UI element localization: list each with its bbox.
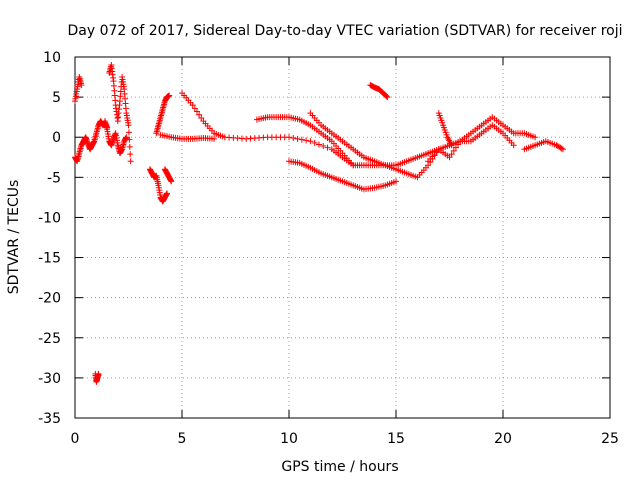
series-arc-n	[367, 82, 391, 101]
y-tick-label: -5	[47, 170, 61, 186]
data-point	[189, 102, 196, 109]
series-arc-b	[72, 74, 85, 105]
series-arc-q	[435, 110, 455, 149]
series-arc-a	[72, 118, 111, 165]
data-point	[393, 178, 399, 185]
x-tick-label: 15	[387, 431, 405, 447]
data-point	[383, 93, 390, 100]
x-tick-label: 0	[71, 431, 80, 447]
data-point	[448, 142, 455, 149]
data-point	[315, 141, 322, 148]
data-point	[198, 114, 205, 121]
plot-frame	[74, 56, 611, 419]
x-tick-label: 25	[601, 431, 619, 447]
data-point	[384, 94, 391, 101]
data-point	[290, 135, 297, 142]
y-tick-label: 0	[52, 130, 61, 146]
data-point	[450, 147, 457, 154]
data-point	[452, 144, 459, 151]
data-point	[559, 146, 566, 153]
data-point	[95, 370, 102, 377]
y-tick-label: 10	[43, 50, 61, 66]
y-tick-label: -35	[38, 411, 61, 427]
data-point	[298, 136, 305, 143]
series-arc-f	[146, 166, 171, 205]
series-arc-l	[286, 158, 399, 193]
chart-title: Day 072 of 2017, Sidereal Day-to-day VTE…	[67, 23, 622, 39]
series-arc-p	[425, 122, 517, 165]
data-point	[286, 134, 292, 141]
x-tick-label: 20	[494, 431, 512, 447]
y-tick-label: -15	[38, 251, 61, 267]
data-point	[455, 141, 462, 148]
series-arc-k	[253, 114, 357, 169]
data-point	[78, 82, 85, 89]
series-arc-i	[179, 90, 432, 169]
data-point	[320, 143, 327, 150]
data-point	[125, 129, 132, 136]
data-point	[294, 135, 301, 142]
data-point	[350, 162, 357, 169]
series-arc-c	[101, 118, 130, 157]
series-arc-d	[106, 62, 134, 165]
axis-ticks: -35 -30 -25 -20 -15 -10 -5 0 5 10 0 5 10 15 20 25	[38, 50, 619, 447]
data-point	[196, 111, 203, 118]
data-point	[125, 122, 132, 129]
y-tick-label: -10	[38, 210, 61, 226]
data-point	[446, 154, 453, 161]
x-axis-title: GPS time / hours	[281, 459, 398, 475]
data-point	[303, 137, 310, 144]
data-point	[532, 134, 539, 141]
y-tick-label: -30	[38, 371, 61, 387]
series-arc-j	[157, 131, 218, 142]
series-arc-h	[161, 166, 175, 185]
series-arc-r	[521, 138, 566, 153]
data-point	[211, 135, 218, 142]
data-point	[311, 139, 318, 146]
y-tick-label: -20	[38, 291, 61, 307]
data-point	[126, 143, 133, 150]
x-tick-label: 5	[178, 431, 187, 447]
series-arc-g	[153, 92, 173, 137]
data-point	[558, 145, 565, 152]
data-point	[127, 151, 134, 158]
y-tick-label: 5	[52, 90, 61, 106]
data-point	[164, 190, 171, 197]
data-point	[193, 108, 200, 115]
series-arc-e	[92, 370, 102, 385]
data-point	[307, 138, 314, 145]
y-tick-label: -25	[38, 331, 61, 347]
data-point	[168, 178, 175, 185]
y-axis-title: SDTVAR / TECUs	[6, 180, 22, 295]
data-points	[72, 62, 566, 385]
data-point	[448, 151, 455, 158]
grid-lines	[75, 57, 610, 418]
data-point	[510, 142, 517, 149]
x-tick-label: 10	[280, 431, 298, 447]
data-point	[126, 136, 133, 143]
data-point	[166, 92, 173, 99]
data-point	[191, 105, 198, 112]
data-point	[127, 158, 134, 165]
data-point	[324, 144, 331, 151]
